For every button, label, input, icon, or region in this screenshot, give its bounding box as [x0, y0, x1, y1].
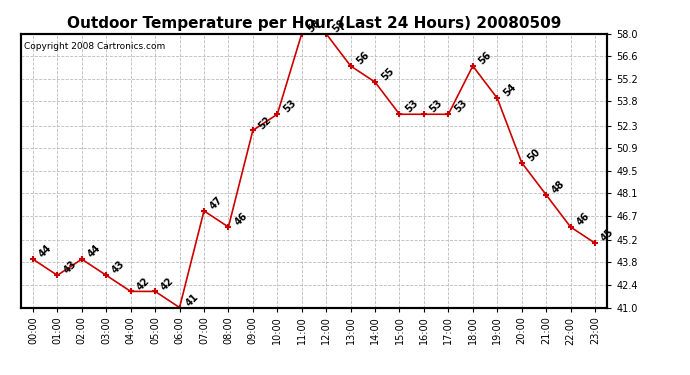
Text: Copyright 2008 Cartronics.com: Copyright 2008 Cartronics.com [23, 42, 165, 51]
Text: 53: 53 [404, 98, 420, 115]
Text: 44: 44 [37, 243, 54, 260]
Text: 50: 50 [526, 147, 542, 163]
Text: 56: 56 [355, 50, 371, 67]
Text: 53: 53 [453, 98, 469, 115]
Text: 41: 41 [184, 291, 200, 308]
Text: 53: 53 [282, 98, 298, 115]
Text: 58: 58 [331, 18, 347, 34]
Text: 46: 46 [233, 211, 249, 228]
Text: 45: 45 [599, 227, 615, 244]
Text: 44: 44 [86, 243, 103, 260]
Text: 43: 43 [110, 259, 127, 276]
Text: 46: 46 [575, 211, 591, 228]
Text: 54: 54 [502, 82, 518, 99]
Text: 42: 42 [159, 275, 176, 292]
Text: 53: 53 [428, 98, 444, 115]
Text: 48: 48 [550, 178, 567, 195]
Text: 52: 52 [257, 114, 274, 131]
Text: 42: 42 [135, 275, 151, 292]
Text: 43: 43 [61, 259, 78, 276]
Title: Outdoor Temperature per Hour (Last 24 Hours) 20080509: Outdoor Temperature per Hour (Last 24 Ho… [67, 16, 561, 31]
Text: 55: 55 [380, 66, 396, 82]
Text: 58: 58 [306, 18, 323, 34]
Text: 56: 56 [477, 50, 493, 67]
Text: 47: 47 [208, 195, 225, 211]
